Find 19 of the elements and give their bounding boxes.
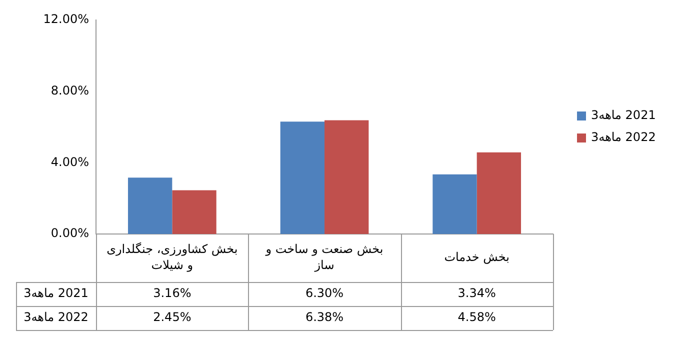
data-label: 3.16% (153, 286, 192, 300)
bar (476, 152, 522, 234)
bar (128, 178, 172, 234)
bar (172, 190, 216, 234)
data-label: 4.58% (458, 310, 496, 324)
x-tick-label: بخش خدمات (444, 250, 510, 264)
data-label: 3.34% (458, 286, 496, 300)
x-tick-label: بخش کشاورزی، جنگلداری و شیلات (106, 242, 238, 272)
y-tick-label: 0.00% (50, 226, 89, 240)
bar (280, 122, 324, 234)
bar (324, 120, 369, 234)
y-tick-label: 4.00% (50, 154, 89, 169)
data-label: 6.38% (305, 310, 344, 324)
x-tick-label: بخش صنعت و ساخت و ساز (264, 242, 384, 272)
data-label: 6.30% (305, 286, 344, 300)
bar (432, 174, 477, 234)
data-label: 2.45% (153, 310, 192, 324)
y-tick-label: 8.00% (50, 83, 89, 98)
y-tick-label: 12.00% (43, 12, 89, 26)
